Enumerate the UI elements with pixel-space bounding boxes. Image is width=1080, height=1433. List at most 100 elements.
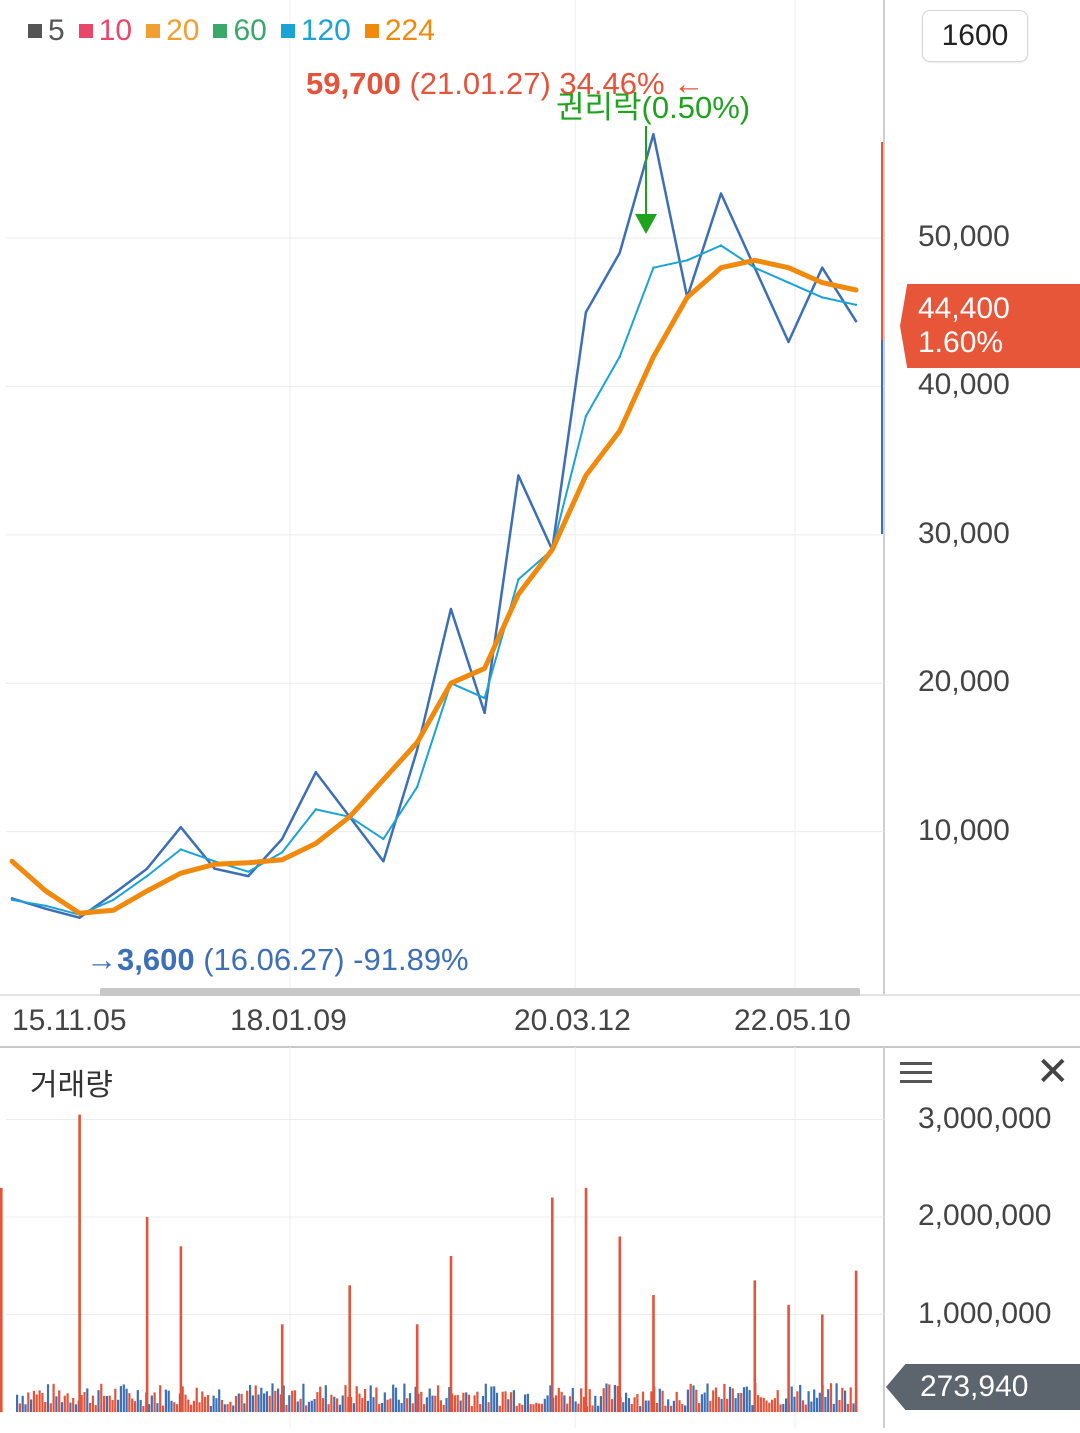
volume-bar [24, 1404, 27, 1412]
volume-bar [524, 1394, 527, 1412]
volume-spike [415, 1324, 419, 1413]
volume-bar [347, 1396, 350, 1412]
legend-label: 20 [166, 14, 200, 47]
series-point-120 [618, 355, 621, 358]
volume-bar [849, 1387, 852, 1412]
max-pct: 34.46% [559, 66, 665, 101]
volume-bar [159, 1385, 162, 1412]
volume-bar [591, 1405, 594, 1412]
volume-bar [94, 1405, 97, 1412]
series-point-120 [314, 808, 318, 811]
series-point-120 [382, 837, 385, 841]
period-button[interactable]: 1600 [922, 10, 1028, 62]
series-point-120 [44, 904, 47, 908]
series-point-5 [112, 892, 115, 896]
volume-bar [66, 1393, 69, 1412]
volume-bar [372, 1397, 375, 1412]
price-ytick: 30,000 [918, 516, 1010, 550]
volume-bar [184, 1394, 187, 1412]
series-point-224 [686, 296, 689, 299]
volume-bar [293, 1390, 297, 1412]
legend-ma5[interactable]: 5 [28, 14, 65, 48]
volume-bar [818, 1392, 821, 1412]
price-ytick: 40,000 [918, 368, 1010, 402]
series-point-224 [652, 355, 655, 358]
volume-bar [588, 1389, 591, 1412]
legend-ma224[interactable]: 224 [364, 14, 435, 48]
x-tick-label: 22.05.10 [734, 1004, 851, 1037]
series-point-224 [314, 842, 318, 845]
volume-bar [327, 1404, 330, 1412]
volume-bar [627, 1398, 631, 1412]
volume-bar [717, 1397, 720, 1412]
volume-bar [740, 1393, 743, 1412]
volume-bar [723, 1383, 726, 1412]
volume-bar [728, 1386, 732, 1412]
series-point-5 [719, 192, 723, 195]
volume-bar [310, 1400, 313, 1412]
volume-bar [689, 1383, 692, 1412]
legend-ma60[interactable]: 60 [213, 14, 267, 48]
volume-spike [652, 1295, 655, 1412]
volume-bar [563, 1395, 566, 1412]
volume-bar [453, 1395, 456, 1412]
volume-bar [170, 1400, 173, 1412]
volume-bar [400, 1403, 403, 1412]
volume-bar [644, 1400, 647, 1412]
series-point-120 [652, 266, 655, 269]
volume-bar [408, 1393, 412, 1412]
volume-bar [841, 1387, 844, 1412]
volume-bar [546, 1395, 549, 1412]
volume-bar [383, 1392, 386, 1412]
volume-bar [684, 1405, 687, 1412]
series-point-5 [517, 474, 520, 477]
volume-spike [821, 1314, 824, 1412]
volume-bar [479, 1404, 482, 1412]
series-point-5 [415, 748, 419, 752]
series-point-224 [449, 682, 453, 685]
volume-bar [655, 1403, 659, 1412]
volume-bar [100, 1383, 103, 1412]
menu-icon[interactable] [898, 1056, 934, 1092]
volume-bar [661, 1390, 664, 1412]
series-point-224 [483, 667, 486, 670]
volume-bar [543, 1398, 546, 1412]
volume-bar [131, 1398, 134, 1412]
volume-bar [574, 1401, 577, 1412]
volume-bar [223, 1404, 226, 1412]
volume-bar [366, 1400, 369, 1412]
legend-ma10[interactable]: 10 [78, 14, 132, 48]
volume-bar [462, 1392, 465, 1412]
volume-bar [667, 1399, 670, 1412]
series-point-120 [719, 244, 723, 247]
volume-bar [291, 1390, 294, 1412]
volume-bar [762, 1397, 765, 1412]
volume-bar [639, 1406, 642, 1412]
volume-bar [46, 1384, 50, 1412]
volume-bar [74, 1404, 78, 1412]
volume-bar [521, 1404, 524, 1412]
volume-bar [768, 1402, 771, 1412]
volume-bar [633, 1397, 636, 1412]
volume-bar [265, 1391, 268, 1412]
close-icon[interactable]: ✕ [1036, 1050, 1070, 1094]
volume-bar [389, 1398, 392, 1412]
volume-bar [507, 1399, 510, 1412]
volume-bar [678, 1400, 681, 1412]
legend-ma20[interactable]: 20 [146, 14, 199, 48]
volume-bar [829, 1383, 833, 1412]
volume-bar [796, 1391, 799, 1412]
legend-ma120[interactable]: 120 [280, 14, 351, 48]
chart-scrollbar[interactable] [100, 988, 860, 996]
volume-bar [647, 1400, 650, 1412]
series-point-5 [179, 825, 182, 829]
series-point-5 [618, 251, 621, 255]
current-change: 1.60% [918, 326, 1004, 359]
volume-bar [852, 1403, 855, 1412]
volume-bar [257, 1394, 260, 1412]
volume-bar [251, 1395, 254, 1412]
volume-bar [487, 1402, 490, 1412]
volume-bar [114, 1388, 117, 1412]
volume-bar [369, 1385, 372, 1412]
